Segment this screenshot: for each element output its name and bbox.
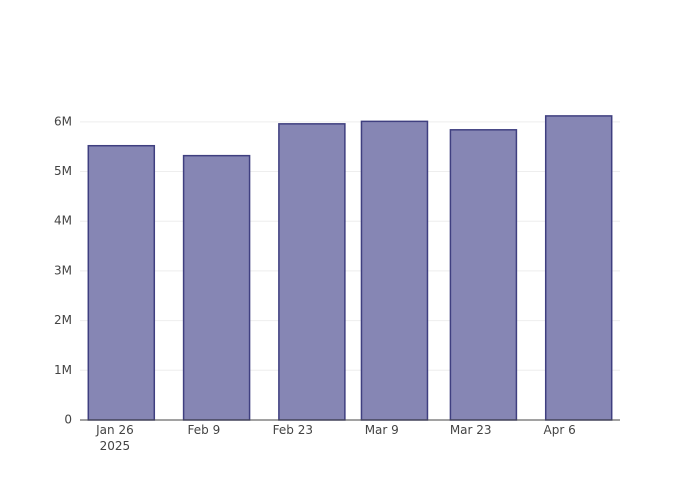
- x-tick-label-line: Feb 23: [273, 423, 313, 437]
- bar: [449, 129, 518, 421]
- y-tick-label: 0: [64, 413, 72, 427]
- y-tick-label: 1M: [54, 363, 72, 377]
- bar: [182, 154, 251, 421]
- bar: [278, 123, 346, 421]
- bar: [544, 115, 613, 421]
- x-tick-label: Feb 23: [273, 423, 313, 437]
- x-tick-label-line: 2025: [100, 439, 131, 453]
- x-tick-label-line: Jan 26: [95, 423, 134, 437]
- x-tick-label: Mar 23: [450, 423, 492, 437]
- x-tick-label-line: Apr 6: [544, 423, 576, 437]
- x-tick-label: Feb 9: [188, 423, 221, 437]
- y-tick-label: 3M: [54, 263, 72, 277]
- x-tick-label: Mar 9: [365, 423, 399, 437]
- x-tick-label-line: Mar 23: [450, 423, 492, 437]
- x-tick-label-line: Feb 9: [188, 423, 221, 437]
- y-tick-label: 6M: [54, 114, 72, 128]
- y-tick-label: 5M: [54, 164, 72, 178]
- bar: [87, 144, 156, 421]
- y-tick-label: 4M: [54, 214, 72, 228]
- bar: [360, 120, 429, 421]
- x-tick-label-line: Mar 9: [365, 423, 399, 437]
- x-tick-label: Jan 26 2025: [95, 423, 134, 453]
- y-tick-label: 2M: [54, 313, 72, 327]
- x-tick-label: Apr 6: [544, 423, 576, 437]
